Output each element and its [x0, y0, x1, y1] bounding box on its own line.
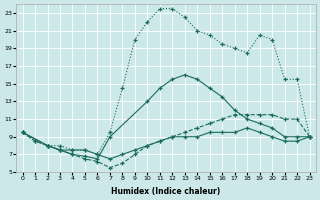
X-axis label: Humidex (Indice chaleur): Humidex (Indice chaleur) [111, 187, 221, 196]
